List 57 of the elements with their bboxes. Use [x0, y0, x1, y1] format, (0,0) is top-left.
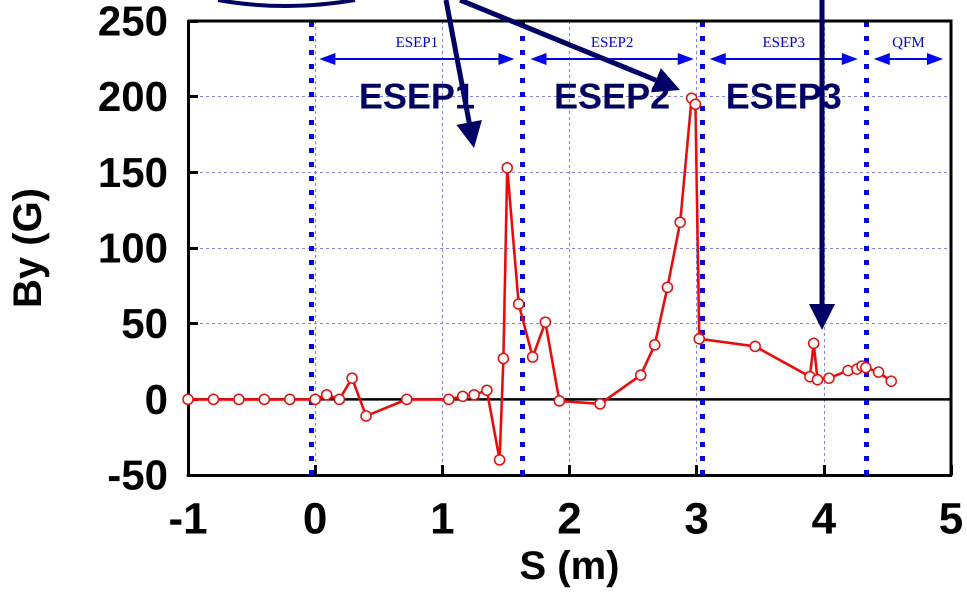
point	[749, 340, 761, 352]
point	[812, 374, 824, 386]
y-axis-title: By (G)	[6, 188, 50, 308]
point	[526, 351, 538, 363]
point	[309, 394, 321, 406]
point	[808, 338, 820, 350]
point	[494, 454, 506, 466]
point	[885, 375, 897, 387]
point	[320, 389, 332, 401]
point	[258, 394, 270, 406]
point	[674, 216, 686, 228]
x-tick-label: 2	[557, 494, 582, 544]
point	[648, 339, 660, 351]
annotation: QFM	[892, 35, 925, 51]
point	[662, 282, 674, 294]
annotation: ESEP3	[762, 35, 806, 51]
point	[334, 394, 346, 406]
point	[456, 390, 468, 402]
point	[442, 394, 454, 406]
point	[346, 372, 358, 384]
point	[512, 298, 524, 310]
point	[634, 369, 646, 381]
annotation: ESEP1	[396, 35, 438, 51]
point	[400, 394, 412, 406]
y-tick-label: 0	[144, 376, 168, 423]
y-tick-label: -50	[107, 452, 168, 498]
point	[481, 384, 493, 396]
point	[284, 394, 296, 406]
y-tick-label: 200	[98, 73, 168, 120]
annotation: ESEP2	[590, 35, 634, 51]
x-tick-label: 4	[812, 494, 837, 544]
y-tick-label: 100	[98, 224, 168, 272]
y-tick-label: 250	[98, 0, 168, 44]
x-axis-title: S (m)	[520, 544, 620, 588]
point	[498, 352, 510, 364]
point	[540, 316, 552, 328]
point	[693, 333, 705, 345]
x-tick-label: -1	[168, 494, 208, 544]
point	[860, 362, 872, 374]
point	[182, 394, 194, 406]
point	[842, 364, 854, 376]
point	[208, 394, 220, 406]
y-tick-label: 50	[121, 300, 168, 348]
point	[468, 389, 480, 401]
point	[501, 162, 513, 174]
y-tick-label: 150	[98, 148, 168, 196]
point	[690, 98, 702, 110]
point	[823, 372, 835, 384]
x-tick-label: 1	[430, 494, 455, 544]
x-tick-label: 5	[938, 494, 964, 544]
point	[872, 366, 884, 378]
point	[554, 395, 566, 407]
point	[594, 398, 606, 410]
point	[360, 410, 372, 422]
x-tick-label: 3	[684, 494, 709, 544]
x-tick-label: 0	[302, 494, 328, 544]
point	[233, 394, 245, 406]
